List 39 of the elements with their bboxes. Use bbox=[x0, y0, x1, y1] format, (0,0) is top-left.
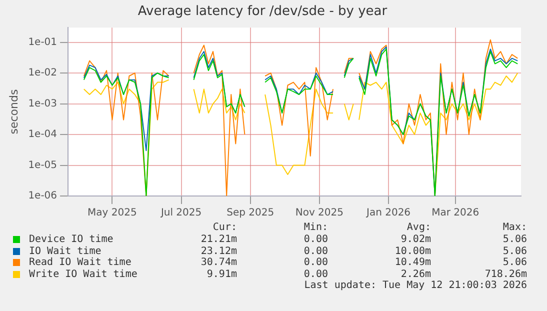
x-tick-label: May 2025 bbox=[88, 208, 137, 219]
text: 5.06 bbox=[502, 246, 527, 257]
y-tick-label: 1e-02 bbox=[28, 68, 58, 79]
y-axis-title: seconds bbox=[7, 89, 20, 134]
text: 0.00 bbox=[304, 268, 328, 280]
y-tick-label: 1e-01 bbox=[28, 36, 58, 48]
text: 10.49m bbox=[394, 257, 431, 268]
text: 2.26m bbox=[400, 268, 431, 280]
y-tick-label: 1e-03 bbox=[28, 98, 58, 110]
text: Avg: bbox=[406, 222, 431, 233]
text: 10.00m bbox=[394, 246, 431, 257]
text: 0.00 bbox=[304, 234, 328, 245]
chart-title: Average latency for /dev/sde - by year bbox=[138, 4, 388, 20]
legend-label: IO Wait time bbox=[29, 246, 102, 257]
text: Last update: Tue May 12 21:00:03 2026 bbox=[304, 280, 527, 292]
text: 0.00 bbox=[304, 257, 328, 268]
y-tick-label: 1e-06 bbox=[28, 190, 58, 202]
text: 21.21m bbox=[200, 234, 237, 245]
legend-label: Read IO Wait time bbox=[29, 257, 132, 268]
text: 9.91m bbox=[206, 268, 237, 280]
x-tick-label: Sep 2025 bbox=[226, 208, 274, 219]
text: 718.26m bbox=[484, 268, 527, 280]
text: 5.06 bbox=[502, 234, 527, 245]
x-tick-label: Nov 2025 bbox=[295, 208, 344, 219]
text: 9.02m bbox=[400, 234, 431, 245]
text: Cur: bbox=[212, 222, 237, 233]
text: 5.06 bbox=[502, 257, 527, 268]
legend-label: Write IO Wait time bbox=[29, 268, 138, 280]
y-tick-label: 1e-05 bbox=[28, 160, 58, 171]
text: Min: bbox=[304, 222, 328, 233]
text: 30.74m bbox=[200, 257, 237, 268]
x-tick-label: Jan 2026 bbox=[365, 208, 411, 219]
text: Max: bbox=[502, 222, 527, 233]
x-tick-label: Mar 2026 bbox=[432, 208, 480, 219]
text: 23.12m bbox=[200, 246, 237, 257]
x-tick-label: Jul 2025 bbox=[160, 208, 202, 219]
legend-label: Device IO time bbox=[29, 234, 114, 245]
text: 0.00 bbox=[304, 246, 328, 257]
y-tick-label: 1e-04 bbox=[28, 129, 58, 140]
